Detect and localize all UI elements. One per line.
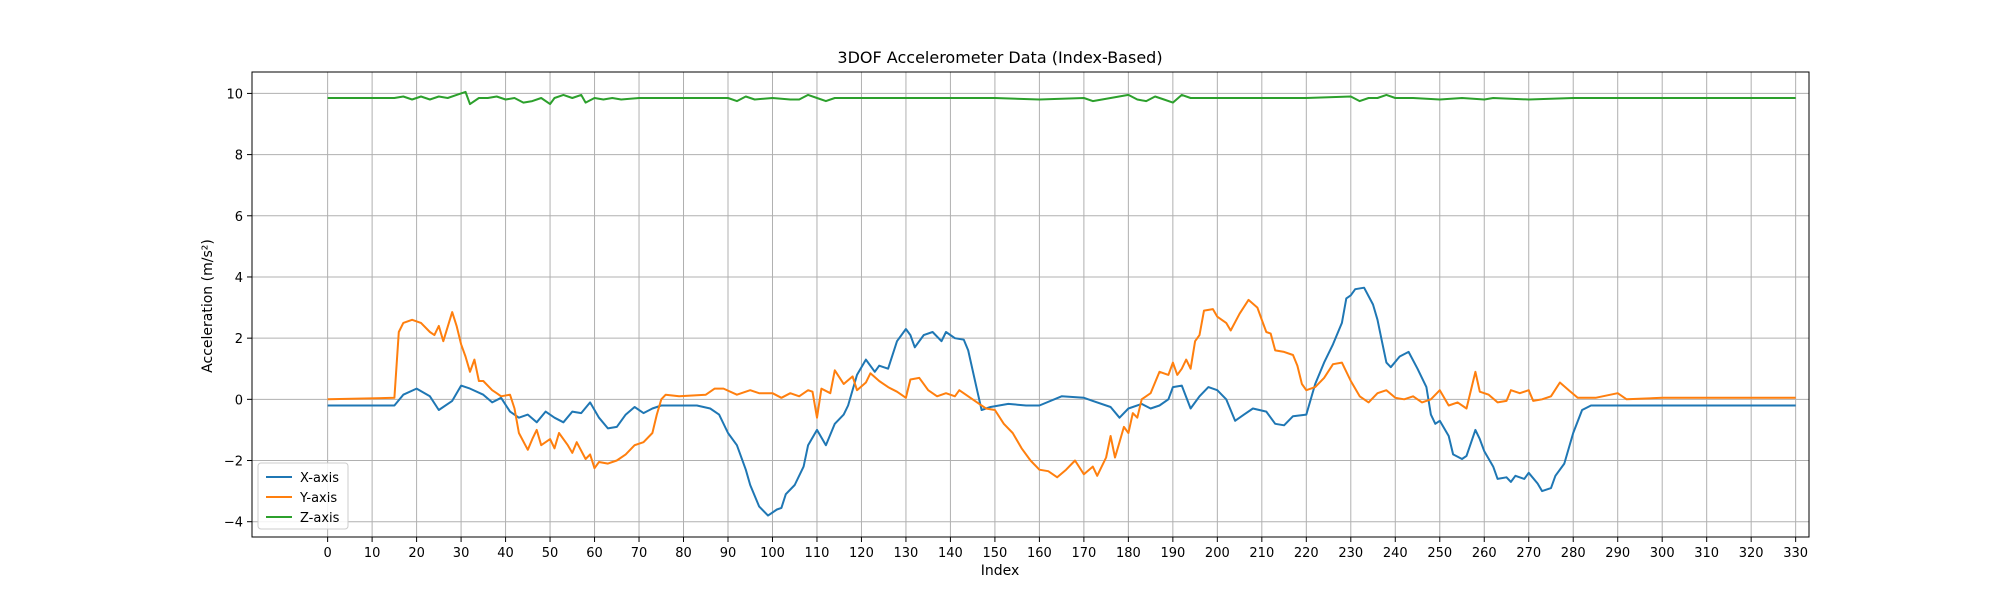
x-tick-label: 210 bbox=[1249, 546, 1274, 561]
y-tick-label: −2 bbox=[224, 455, 243, 470]
x-tick-label: 320 bbox=[1739, 546, 1764, 561]
x-tick-label: 220 bbox=[1294, 546, 1319, 561]
y-tick-label: 8 bbox=[235, 149, 243, 164]
x-tick-label: 100 bbox=[760, 546, 785, 561]
plot-frame bbox=[251, 71, 1810, 538]
x-tick-label: 80 bbox=[675, 546, 692, 561]
x-tick-label: 110 bbox=[805, 546, 830, 561]
x-tick-label: 60 bbox=[586, 546, 603, 561]
x-tick-label: 260 bbox=[1472, 546, 1497, 561]
x-tick-label: 20 bbox=[408, 546, 425, 561]
x-tick-label: 130 bbox=[894, 546, 919, 561]
x-tick-label: 50 bbox=[542, 546, 559, 561]
legend-label-z-axis: Z-axis bbox=[300, 511, 340, 526]
x-tick-label: 90 bbox=[720, 546, 737, 561]
x-tick-label: 120 bbox=[849, 546, 874, 561]
grid-layer bbox=[252, 72, 1809, 537]
x-tick-label: 300 bbox=[1650, 546, 1675, 561]
legend-label-y-axis: Y-axis bbox=[299, 491, 337, 506]
x-tick-label: 330 bbox=[1783, 546, 1808, 561]
x-tick-label: 190 bbox=[1160, 546, 1185, 561]
x-tick-label: 30 bbox=[453, 546, 470, 561]
x-tick-label: 270 bbox=[1516, 546, 1541, 561]
x-tick-label: 290 bbox=[1605, 546, 1630, 561]
y-tick-label: 6 bbox=[235, 210, 243, 225]
x-tick-label: 310 bbox=[1694, 546, 1719, 561]
x-tick-label: 200 bbox=[1205, 546, 1230, 561]
y-tick-label: −4 bbox=[224, 516, 243, 531]
legend-label-x-axis: X-axis bbox=[300, 471, 339, 486]
y-tick-label: 10 bbox=[226, 87, 243, 102]
series-layer bbox=[327, 90, 1796, 517]
x-tick-label: 240 bbox=[1383, 546, 1408, 561]
x-tick-label: 0 bbox=[323, 546, 331, 561]
x-tick-label: 250 bbox=[1427, 546, 1452, 561]
series-line-y-axis bbox=[327, 298, 1796, 479]
y-tick-label: 0 bbox=[235, 393, 243, 408]
x-tick-label: 180 bbox=[1116, 546, 1141, 561]
legend-box bbox=[257, 462, 349, 530]
x-tick-label: 70 bbox=[631, 546, 648, 561]
x-tick-label: 150 bbox=[982, 546, 1007, 561]
y-tick-label: 4 bbox=[235, 271, 243, 286]
series-line-z-axis bbox=[327, 90, 1796, 106]
x-tick-label: 280 bbox=[1561, 546, 1586, 561]
x-tick-label: 160 bbox=[1027, 546, 1052, 561]
y-axis-title: Acceleration (m/s²) bbox=[200, 239, 216, 373]
x-tick-label: 140 bbox=[938, 546, 963, 561]
chart-title: 3DOF Accelerometer Data (Index-Based) bbox=[837, 48, 1162, 67]
x-tick-label: 40 bbox=[497, 546, 514, 561]
axes-layer: 0 10 20 30 40 50 60 70 80 90 100 110 120 130 140 150 160… bbox=[224, 71, 1810, 561]
series-line-x-axis bbox=[327, 286, 1796, 517]
x-tick-label: 230 bbox=[1338, 546, 1363, 561]
x-axis-title: Index bbox=[981, 563, 1020, 579]
legend: X-axis Y-axis Z-axis bbox=[257, 462, 349, 530]
y-tick-label: 2 bbox=[235, 332, 243, 347]
x-tick-label: 10 bbox=[364, 546, 381, 561]
x-tick-label: 170 bbox=[1071, 546, 1096, 561]
